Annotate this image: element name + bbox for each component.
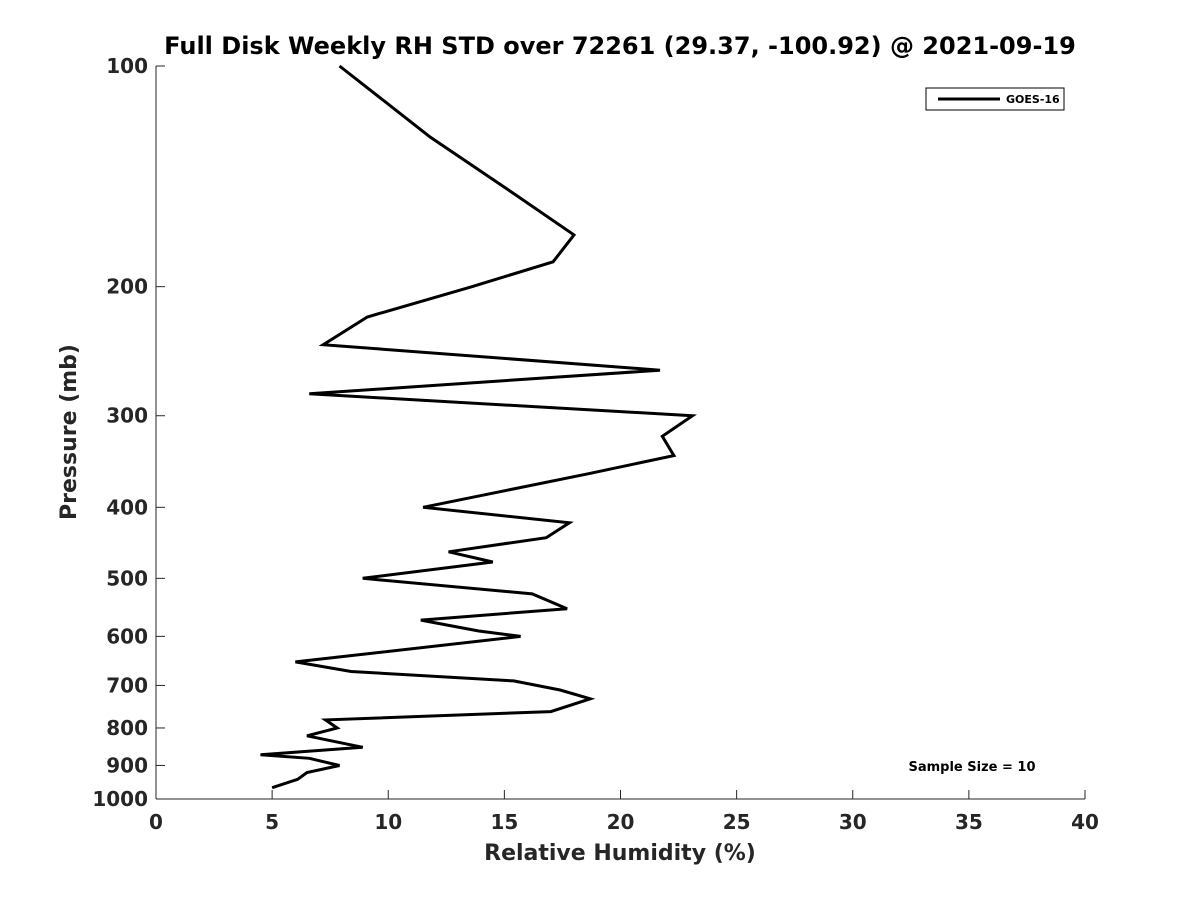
y-axis-label: Pressure (mb)	[57, 344, 82, 520]
y-tick-label: 800	[106, 716, 148, 740]
y-axis-ticks: 100 200 300 400 500 600 700 800 900 1000	[92, 54, 165, 811]
x-tick-label: 10	[374, 810, 402, 834]
x-tick-label: 25	[723, 810, 751, 834]
series-line-goes-16	[260, 64, 697, 790]
x-axis-ticks: 0 5 10 15 20 25 30 35 40	[149, 790, 1099, 834]
y-tick-label: 400	[106, 495, 148, 519]
y-tick-label: 700	[106, 673, 148, 697]
x-tick-label: 20	[607, 810, 635, 834]
y-tick-label: 1000	[92, 787, 148, 811]
x-tick-label: 15	[490, 810, 518, 834]
x-tick-label: 5	[265, 810, 279, 834]
x-tick-label: 0	[149, 810, 163, 834]
chart-title: Full Disk Weekly RH STD over 72261 (29.3…	[164, 32, 1076, 60]
x-tick-label: 35	[955, 810, 983, 834]
y-tick-label: 600	[106, 624, 148, 648]
series-layer	[260, 64, 697, 790]
x-tick-label: 30	[839, 810, 867, 834]
x-axis-label: Relative Humidity (%)	[484, 841, 756, 866]
y-tick-label: 300	[106, 404, 148, 428]
y-tick-label: 900	[106, 753, 148, 777]
legend: GOES-16	[925, 87, 1065, 111]
y-tick-label: 200	[106, 275, 148, 299]
y-tick-label: 100	[106, 54, 148, 78]
axes	[155, 66, 1085, 800]
x-tick-label: 40	[1071, 810, 1099, 834]
legend-entry-goes-16: GOES-16	[1006, 93, 1060, 106]
y-tick-label: 500	[106, 566, 148, 590]
sample-size-annotation: Sample Size = 10	[908, 760, 1035, 775]
